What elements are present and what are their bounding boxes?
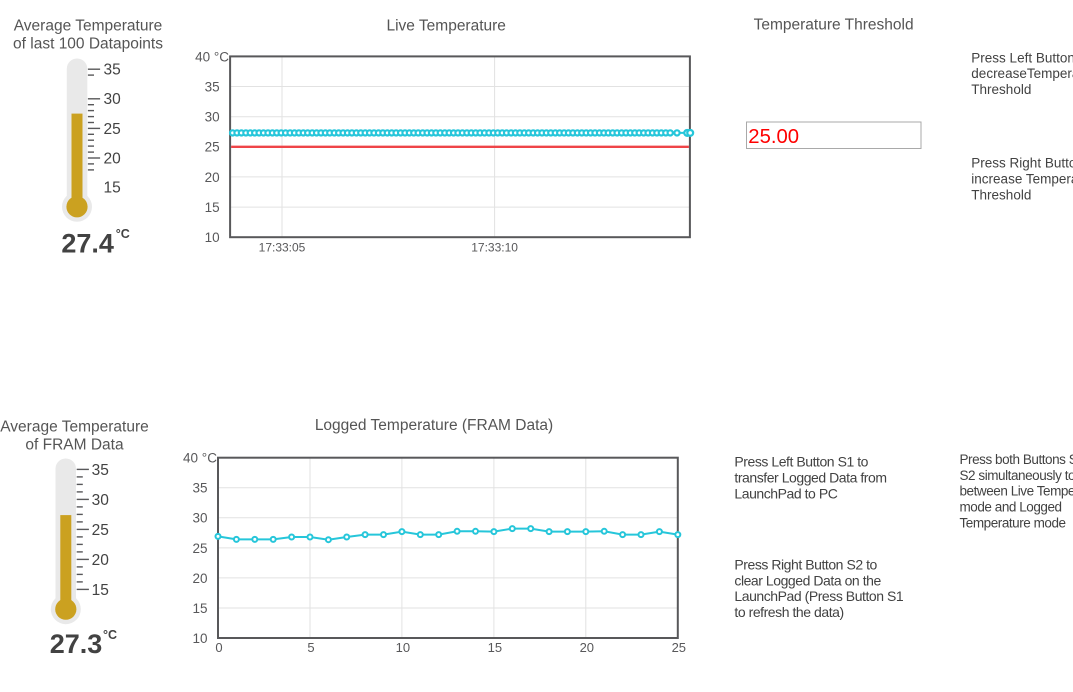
svg-text:30: 30 bbox=[192, 511, 207, 526]
svg-text:25: 25 bbox=[192, 541, 207, 556]
svg-text:clear Logged Data on the: clear Logged Data on the bbox=[734, 572, 881, 588]
svg-text:27.3: 27.3 bbox=[50, 629, 103, 659]
svg-text:10: 10 bbox=[192, 631, 207, 646]
svg-text:17:33:10: 17:33:10 bbox=[471, 240, 518, 254]
svg-text:17:33:05: 17:33:05 bbox=[259, 240, 306, 254]
svg-text:40 °C: 40 °C bbox=[183, 451, 217, 466]
svg-text:20: 20 bbox=[104, 150, 122, 167]
svg-text:increase Temperature: increase Temperature bbox=[971, 172, 1073, 187]
svg-text:of FRAM Data: of FRAM Data bbox=[25, 436, 124, 453]
svg-text:35: 35 bbox=[104, 62, 121, 79]
svg-text:25: 25 bbox=[92, 522, 109, 539]
svg-text:Average Temperature: Average Temperature bbox=[14, 18, 163, 35]
svg-text:15: 15 bbox=[192, 601, 207, 616]
svg-text:Temperature mode: Temperature mode bbox=[960, 516, 1066, 531]
svg-text:0: 0 bbox=[215, 640, 222, 655]
svg-text:15: 15 bbox=[488, 640, 502, 655]
svg-text:20: 20 bbox=[205, 170, 220, 185]
svg-text:S2 simultaneously to switch: S2 simultaneously to switch bbox=[960, 468, 1073, 483]
svg-text:Temperature Threshold: Temperature Threshold bbox=[754, 16, 914, 33]
svg-text:Average Temperature: Average Temperature bbox=[0, 418, 149, 435]
svg-text:25: 25 bbox=[104, 121, 121, 138]
svg-text:35: 35 bbox=[205, 79, 220, 94]
svg-text:Live Temperature: Live Temperature bbox=[386, 17, 505, 34]
svg-text:transfer Logged Data from: transfer Logged Data from bbox=[734, 470, 886, 486]
svg-text:30: 30 bbox=[104, 91, 122, 108]
svg-text:decreaseTemperature: decreaseTemperature bbox=[971, 66, 1073, 81]
svg-text:10: 10 bbox=[205, 230, 220, 245]
svg-text:LaunchPad to PC: LaunchPad to PC bbox=[734, 485, 837, 501]
svg-text:10: 10 bbox=[396, 640, 410, 655]
svg-text:5: 5 bbox=[307, 640, 314, 655]
svg-text:Press Left Button S1 to: Press Left Button S1 to bbox=[734, 454, 868, 470]
svg-text:20: 20 bbox=[192, 571, 207, 586]
svg-text:20: 20 bbox=[580, 640, 594, 655]
svg-text:Press both Buttons S1 and: Press both Buttons S1 and bbox=[960, 452, 1073, 467]
svg-text:25.00: 25.00 bbox=[748, 126, 799, 148]
svg-text:to refresh the data): to refresh the data) bbox=[734, 604, 843, 620]
svg-text:Threshold: Threshold bbox=[971, 187, 1031, 202]
svg-text:20: 20 bbox=[92, 552, 110, 569]
svg-text:Logged Temperature (FRAM Data): Logged Temperature (FRAM Data) bbox=[315, 417, 553, 434]
svg-text:Press Right Button S2 to: Press Right Button S2 to bbox=[971, 156, 1073, 171]
svg-text:40 °C: 40 °C bbox=[195, 49, 229, 64]
svg-text:15: 15 bbox=[92, 582, 109, 599]
svg-text:°C: °C bbox=[116, 227, 130, 241]
svg-text:Press Left Button S1 to: Press Left Button S1 to bbox=[971, 50, 1073, 65]
svg-text:between Live Temperature: between Live Temperature bbox=[960, 484, 1073, 499]
svg-text:of last 100 Datapoints: of last 100 Datapoints bbox=[13, 36, 163, 53]
svg-text:35: 35 bbox=[92, 462, 109, 479]
svg-text:15: 15 bbox=[205, 200, 220, 215]
svg-text:LaunchPad (Press Button S1: LaunchPad (Press Button S1 bbox=[734, 588, 904, 604]
svg-text:25: 25 bbox=[205, 140, 220, 155]
svg-text:mode and Logged: mode and Logged bbox=[960, 500, 1062, 515]
svg-text:27.4: 27.4 bbox=[61, 228, 114, 258]
svg-text:Press Right Button S2 to: Press Right Button S2 to bbox=[734, 556, 877, 572]
svg-text:35: 35 bbox=[192, 481, 207, 496]
svg-text:°C: °C bbox=[103, 628, 117, 642]
svg-text:Threshold: Threshold bbox=[971, 82, 1031, 97]
svg-text:15: 15 bbox=[104, 180, 121, 197]
svg-text:30: 30 bbox=[92, 492, 110, 509]
svg-text:30: 30 bbox=[205, 110, 220, 125]
svg-text:25: 25 bbox=[672, 640, 686, 655]
